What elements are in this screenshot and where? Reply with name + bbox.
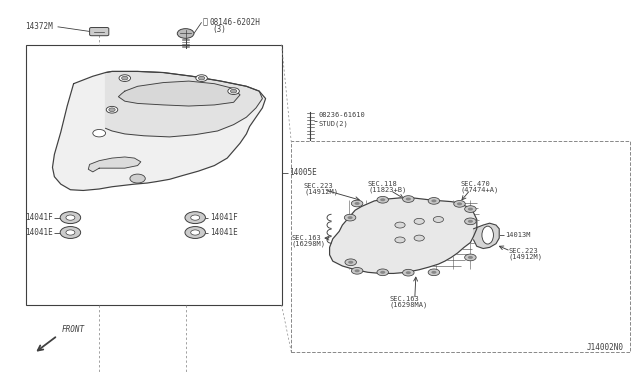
Circle shape	[351, 267, 363, 274]
Text: Ⓑ: Ⓑ	[203, 18, 208, 27]
Text: 14041F: 14041F	[210, 213, 237, 222]
Circle shape	[428, 198, 440, 204]
Bar	[26, 45, 282, 305]
FancyBboxPatch shape	[90, 28, 109, 36]
Circle shape	[403, 196, 414, 202]
Text: (14912M): (14912M)	[304, 189, 338, 195]
Text: SEC.223: SEC.223	[509, 248, 538, 254]
Circle shape	[119, 75, 131, 81]
Text: 08236-61610: 08236-61610	[319, 112, 365, 118]
Circle shape	[348, 216, 353, 219]
Circle shape	[395, 237, 405, 243]
Circle shape	[380, 271, 385, 274]
Circle shape	[348, 261, 353, 264]
Circle shape	[428, 269, 440, 276]
Circle shape	[191, 215, 200, 220]
Circle shape	[351, 200, 363, 207]
Circle shape	[196, 75, 207, 81]
Circle shape	[465, 254, 476, 261]
Circle shape	[355, 269, 360, 272]
Text: SEC.118: SEC.118	[368, 181, 397, 187]
Text: 14041E: 14041E	[210, 228, 237, 237]
Circle shape	[345, 259, 356, 266]
Circle shape	[66, 230, 75, 235]
Text: (16298MA): (16298MA)	[389, 302, 428, 308]
Circle shape	[130, 174, 145, 183]
Circle shape	[60, 212, 81, 224]
Circle shape	[406, 271, 411, 274]
Ellipse shape	[482, 226, 493, 244]
Circle shape	[93, 129, 106, 137]
Circle shape	[177, 29, 194, 38]
Circle shape	[60, 227, 81, 238]
Circle shape	[454, 201, 465, 207]
Text: J14002N0: J14002N0	[587, 343, 624, 352]
Circle shape	[185, 212, 205, 224]
Text: SEC.223: SEC.223	[304, 183, 333, 189]
Text: 14005E: 14005E	[289, 169, 317, 177]
Text: 14041F: 14041F	[26, 213, 53, 222]
Polygon shape	[474, 223, 499, 248]
Circle shape	[230, 89, 237, 93]
Text: SEC.163: SEC.163	[389, 296, 419, 302]
Polygon shape	[106, 71, 262, 137]
Circle shape	[414, 235, 424, 241]
Circle shape	[198, 76, 205, 80]
Circle shape	[433, 217, 444, 222]
Text: 14041E: 14041E	[26, 228, 53, 237]
Circle shape	[468, 208, 473, 211]
Circle shape	[66, 215, 75, 220]
Text: (3): (3)	[212, 25, 227, 34]
Text: (11823+B): (11823+B)	[368, 186, 406, 193]
Circle shape	[228, 88, 239, 94]
Bar	[291, 141, 630, 352]
Circle shape	[395, 222, 405, 228]
Text: SEC.163: SEC.163	[291, 235, 321, 241]
Text: (16298M): (16298M)	[291, 241, 325, 247]
Text: (14912M): (14912M)	[509, 253, 543, 260]
Circle shape	[431, 271, 436, 274]
Circle shape	[185, 227, 205, 238]
Text: 14372M: 14372M	[26, 22, 53, 31]
Text: SEC.470: SEC.470	[461, 181, 490, 187]
Circle shape	[106, 106, 118, 113]
Circle shape	[406, 198, 411, 201]
Circle shape	[122, 76, 128, 80]
Circle shape	[457, 202, 462, 205]
Circle shape	[465, 218, 476, 225]
Circle shape	[344, 214, 356, 221]
Circle shape	[403, 269, 414, 276]
Circle shape	[468, 256, 473, 259]
Polygon shape	[88, 157, 141, 172]
Polygon shape	[330, 198, 477, 273]
Circle shape	[431, 199, 436, 202]
Polygon shape	[118, 81, 240, 106]
Circle shape	[468, 220, 473, 223]
Text: STUD(2): STUD(2)	[319, 120, 348, 127]
Circle shape	[109, 108, 115, 112]
Circle shape	[465, 206, 476, 212]
Text: (47474+A): (47474+A)	[461, 186, 499, 193]
Circle shape	[377, 269, 388, 276]
Circle shape	[355, 202, 360, 205]
Circle shape	[191, 230, 200, 235]
Circle shape	[377, 196, 388, 203]
Circle shape	[380, 198, 385, 201]
Circle shape	[414, 218, 424, 224]
Polygon shape	[52, 71, 266, 190]
Text: FRONT: FRONT	[62, 325, 85, 334]
Text: 08146-6202H: 08146-6202H	[210, 18, 260, 27]
Text: 14013M: 14013M	[506, 232, 531, 238]
